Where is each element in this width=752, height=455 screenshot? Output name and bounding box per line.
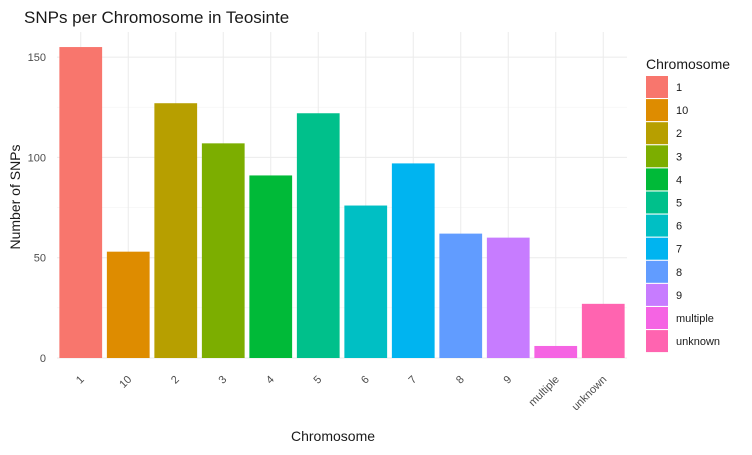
legend-key-5 <box>646 191 668 214</box>
x-tick-label: multiple <box>527 374 562 409</box>
bar-7 <box>391 163 435 358</box>
legend: Chromosome 1 10 2 3 4 5 6 7 8 9 multiple unknown <box>646 56 730 353</box>
x-axis-ticks: 1 10 2 3 4 5 6 7 8 9 multiple unknown <box>74 374 609 414</box>
x-tick-label: 6 <box>359 374 372 387</box>
legend-label: 10 <box>676 105 688 117</box>
legend-label: 7 <box>676 244 682 256</box>
bar-3 <box>201 143 245 358</box>
y-axis-title: Number of SNPs <box>7 144 23 249</box>
y-tick-label: 50 <box>34 253 46 265</box>
bar-unknown <box>581 303 625 358</box>
legend-label: 1 <box>676 82 682 94</box>
legend-key-2 <box>646 122 668 145</box>
y-tick-label: 100 <box>28 152 46 164</box>
bar-6 <box>344 205 388 358</box>
x-tick-label: 3 <box>217 374 230 387</box>
legend-label: 3 <box>676 151 682 163</box>
x-tick-label: 4 <box>264 374 277 387</box>
bar-multiple <box>534 345 578 358</box>
x-tick-label: 8 <box>454 374 467 387</box>
bars <box>59 47 625 359</box>
legend-label: 4 <box>676 174 682 186</box>
legend-label: 9 <box>676 290 682 302</box>
bar-1 <box>59 47 103 359</box>
x-tick-label: 7 <box>407 374 420 387</box>
legend-label: 2 <box>676 128 682 140</box>
bar-2 <box>154 103 198 358</box>
bar-5 <box>296 113 340 358</box>
bar-8 <box>439 233 483 358</box>
legend-label: unknown <box>676 336 720 348</box>
x-axis-title: Chromosome <box>291 428 375 444</box>
y-tick-label: 150 <box>28 52 46 64</box>
legend-key-unknown <box>646 330 668 353</box>
legend-label: 5 <box>676 198 682 210</box>
legend-key-6 <box>646 214 668 237</box>
x-tick-label: 9 <box>502 374 515 387</box>
legend-key-3 <box>646 145 668 168</box>
x-tick-label: 10 <box>117 374 134 391</box>
legend-key-7 <box>646 237 668 260</box>
x-tick-label: 5 <box>312 374 325 387</box>
y-axis-ticks: 0 50 100 150 <box>28 52 46 365</box>
bar-9 <box>486 237 530 358</box>
legend-label: 6 <box>676 221 682 233</box>
legend-label: 8 <box>676 267 682 279</box>
legend-title: Chromosome <box>646 56 730 72</box>
bar-4 <box>249 175 293 358</box>
legend-key-4 <box>646 168 668 191</box>
x-tick-label: 2 <box>169 374 182 387</box>
legend-key-10 <box>646 99 668 122</box>
legend-key-multiple <box>646 307 668 329</box>
y-tick-label: 0 <box>40 353 46 365</box>
bar-10 <box>106 251 150 358</box>
legend-key-8 <box>646 260 668 283</box>
legend-label: multiple <box>676 313 714 325</box>
chart-title: SNPs per Chromosome in Teosinte <box>24 8 289 27</box>
x-tick-label: unknown <box>570 374 610 414</box>
x-tick-label: 1 <box>74 374 87 387</box>
legend-key-9 <box>646 283 668 306</box>
legend-key-1 <box>646 76 668 98</box>
